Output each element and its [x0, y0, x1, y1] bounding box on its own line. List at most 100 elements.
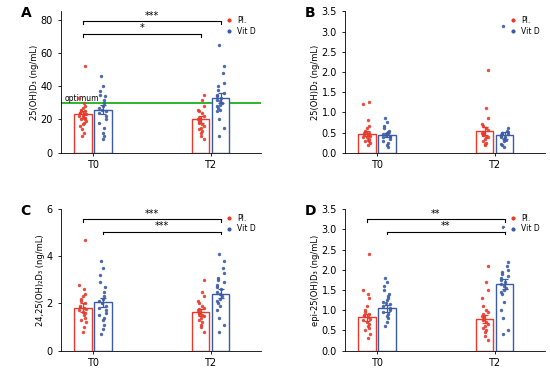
Point — [213, 96, 222, 102]
Point — [366, 139, 375, 146]
Point — [480, 136, 489, 142]
Point — [76, 108, 85, 114]
Point — [484, 115, 493, 122]
Point — [199, 313, 208, 319]
Point — [379, 138, 388, 144]
Point — [81, 310, 90, 316]
Point — [365, 130, 373, 136]
Point — [214, 83, 223, 89]
Point — [497, 275, 505, 281]
Bar — [212, 293, 229, 351]
Bar — [358, 317, 376, 351]
Point — [497, 130, 506, 136]
Point — [498, 331, 507, 338]
Point — [365, 321, 373, 327]
Point — [359, 101, 367, 107]
Point — [385, 134, 394, 141]
Point — [360, 130, 368, 136]
Point — [478, 316, 487, 322]
Point — [364, 335, 373, 341]
Point — [379, 125, 388, 131]
Point — [483, 67, 492, 73]
Point — [366, 133, 375, 139]
Point — [97, 331, 106, 337]
Point — [98, 136, 107, 142]
Point — [366, 331, 375, 338]
Point — [481, 142, 490, 148]
Text: **: ** — [441, 221, 450, 231]
Point — [502, 137, 510, 143]
Point — [479, 130, 488, 136]
Point — [482, 133, 491, 139]
Text: D: D — [305, 203, 316, 218]
Point — [194, 317, 203, 323]
Point — [194, 106, 203, 112]
Point — [213, 277, 222, 283]
Y-axis label: 24,25(OH)₂D₃ (ng/mL): 24,25(OH)₂D₃ (ng/mL) — [36, 234, 45, 326]
Point — [478, 138, 487, 144]
Point — [383, 313, 392, 319]
Point — [196, 130, 205, 136]
Point — [80, 103, 89, 109]
Text: **: ** — [431, 208, 441, 219]
Point — [364, 132, 373, 138]
Point — [199, 136, 208, 142]
Point — [481, 327, 490, 333]
Point — [479, 314, 488, 320]
Point — [366, 316, 375, 322]
Point — [76, 298, 85, 304]
Point — [384, 293, 393, 299]
Point — [81, 115, 90, 121]
Point — [78, 133, 87, 139]
Point — [503, 273, 512, 279]
Point — [499, 136, 508, 142]
Point — [478, 325, 487, 331]
Point — [360, 309, 369, 315]
Point — [482, 105, 491, 111]
Point — [218, 70, 227, 76]
Point — [498, 291, 507, 297]
Point — [193, 307, 202, 314]
Point — [77, 317, 86, 323]
Point — [364, 323, 372, 329]
Point — [97, 73, 106, 79]
Legend: Pl., Vit D: Pl., Vit D — [221, 213, 257, 234]
Point — [383, 142, 392, 148]
Point — [359, 131, 368, 138]
Point — [478, 295, 487, 301]
Point — [214, 314, 223, 320]
Point — [101, 284, 109, 290]
Point — [80, 291, 89, 297]
Point — [216, 303, 224, 309]
Point — [96, 272, 105, 278]
Bar — [192, 312, 210, 351]
Point — [98, 83, 107, 89]
Point — [76, 106, 85, 112]
Point — [482, 319, 491, 325]
Point — [98, 265, 107, 271]
Point — [477, 313, 486, 319]
Point — [214, 117, 223, 123]
Text: *: * — [139, 24, 144, 34]
Point — [195, 311, 204, 317]
Y-axis label: 25(OH)D₂ (ng/mL): 25(OH)D₂ (ng/mL) — [311, 45, 320, 120]
Point — [76, 110, 85, 116]
Point — [80, 130, 89, 136]
Point — [379, 133, 388, 139]
Point — [76, 123, 85, 129]
Point — [200, 91, 208, 98]
Point — [364, 142, 373, 148]
Point — [478, 129, 487, 135]
Point — [80, 237, 89, 243]
Point — [97, 106, 106, 112]
Point — [82, 306, 91, 312]
Point — [498, 224, 507, 231]
Point — [199, 123, 208, 129]
Point — [364, 295, 373, 301]
Point — [381, 323, 389, 329]
Point — [483, 321, 492, 327]
Point — [364, 138, 373, 144]
Point — [386, 133, 395, 139]
Point — [500, 144, 509, 150]
Point — [95, 305, 104, 311]
